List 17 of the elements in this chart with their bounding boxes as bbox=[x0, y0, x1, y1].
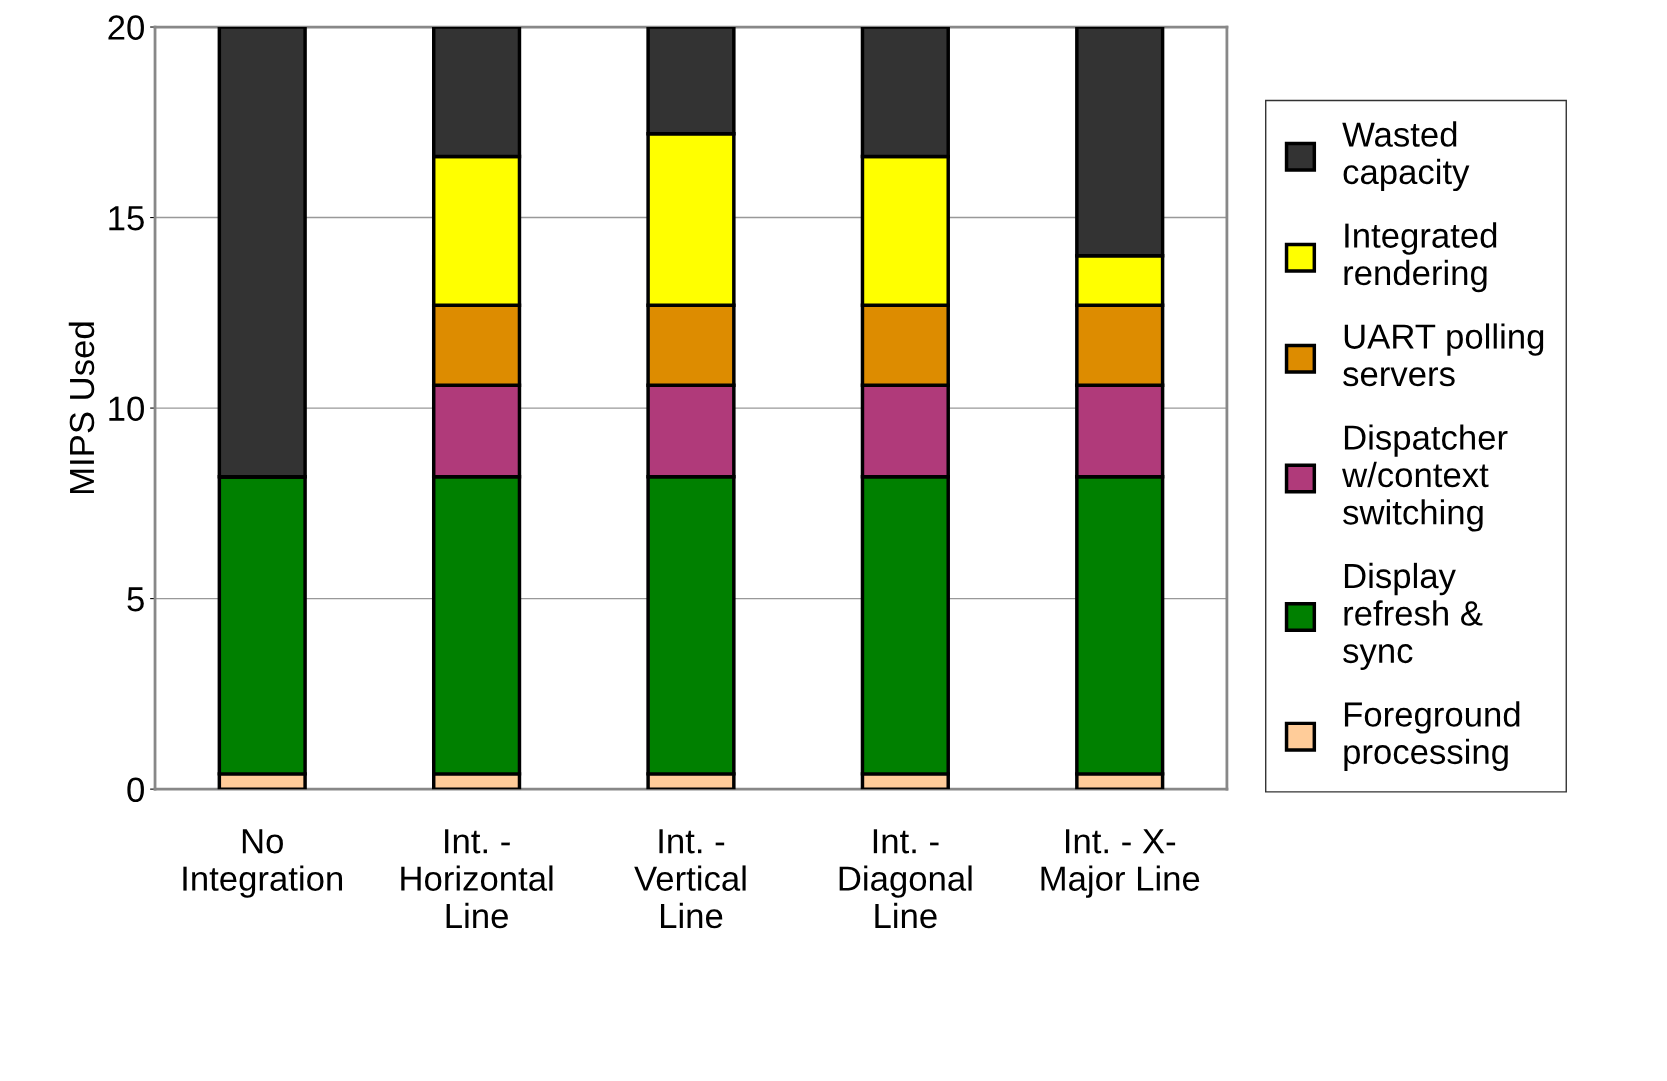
legend-label: UART polling servers bbox=[1343, 323, 1544, 387]
legend-label: Foreground processing bbox=[1344, 701, 1520, 772]
y-tick-label: 15 bbox=[109, 206, 144, 231]
x-tick-label: Int. - Horizontal Line bbox=[401, 829, 553, 929]
y-axis-title: MIPS Used bbox=[68, 322, 95, 494]
x-tick-label: Int. - Diagonal Line bbox=[839, 829, 972, 929]
x-tick-label: No Integration bbox=[183, 829, 343, 898]
legend-label: Wasted capacity bbox=[1342, 121, 1470, 192]
y-tick-label: 20 bbox=[108, 15, 144, 40]
legend-label: Dispatcher w/context switching bbox=[1342, 424, 1508, 532]
y-tick-label: 10 bbox=[109, 396, 144, 421]
y-tick-label: 0 bbox=[127, 777, 144, 803]
legend-label: Integrated rendering bbox=[1344, 222, 1497, 293]
legend-label: Display refresh & sync bbox=[1343, 562, 1483, 670]
y-tick-label: 5 bbox=[127, 587, 144, 612]
x-tick-label: Int. - X- Major Line bbox=[1041, 829, 1200, 898]
x-tick-label: Int. - Vertical Line bbox=[634, 829, 746, 929]
